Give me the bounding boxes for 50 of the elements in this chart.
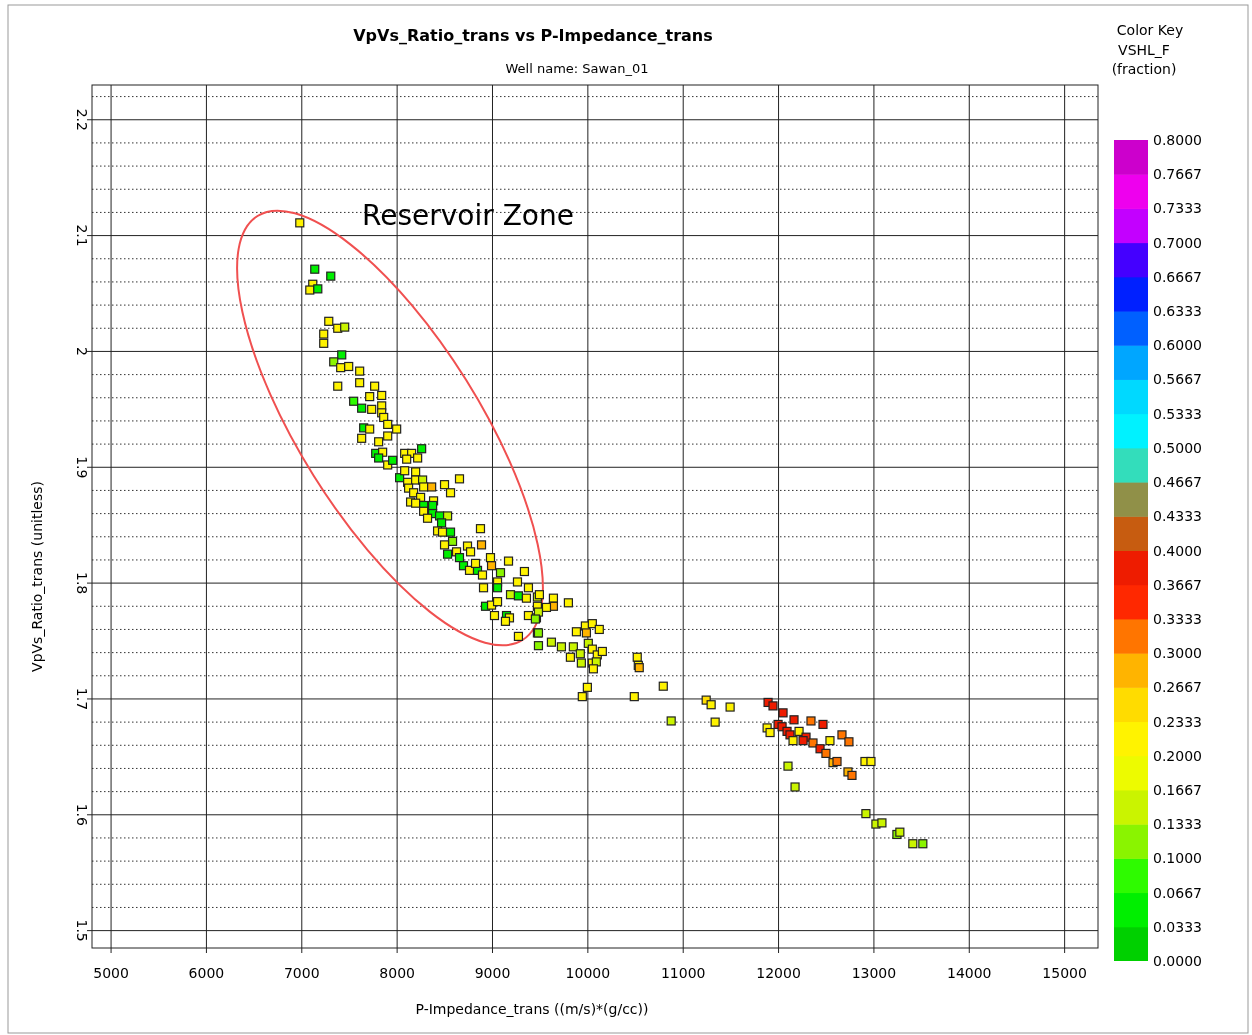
color-bar-label: 0.0333 xyxy=(1153,918,1202,935)
color-bar-label: 0.6333 xyxy=(1153,303,1202,320)
chart-subtitle: Well name: Sawan_01 xyxy=(505,61,649,76)
y-tick-label: 2.1 xyxy=(74,224,90,247)
color-bar-label: 0.7333 xyxy=(1153,200,1202,217)
y-axis-title: VpVs_Ratio_trans (unitless) xyxy=(29,481,45,672)
color-bar-label: 0.8000 xyxy=(1153,132,1202,148)
color-bar-label: 0.3333 xyxy=(1153,610,1202,627)
x-tick-label: 12000 xyxy=(756,965,801,981)
y-tick-label: 1.5 xyxy=(74,919,90,942)
color-bar-label: 0.4000 xyxy=(1153,542,1202,559)
x-tick-label: 11000 xyxy=(660,965,706,981)
y-tick-label: 1.8 xyxy=(74,571,90,595)
color-bar-label: 0.1000 xyxy=(1153,850,1202,867)
color-bar-label: 0.2000 xyxy=(1153,747,1202,764)
color-bar-label: 0.5333 xyxy=(1153,405,1202,422)
x-tick-label: 14000 xyxy=(947,965,992,981)
y-tick-label: 1.9 xyxy=(74,456,90,479)
x-tick-label: 15000 xyxy=(1042,965,1087,981)
color-bar-label: 0.4333 xyxy=(1153,508,1202,525)
color-bar-label: 0.1667 xyxy=(1153,781,1202,798)
x-tick-label: 6000 xyxy=(188,965,225,981)
color-bar-label: 0.3667 xyxy=(1153,576,1202,593)
color-bar-label: 0.1333 xyxy=(1153,816,1202,833)
color-bar-label: 0.5667 xyxy=(1153,371,1202,388)
color-bar-label: 0.2333 xyxy=(1153,713,1202,730)
color-bar-label: 0.6000 xyxy=(1153,337,1202,354)
color-bar-label: 0.2667 xyxy=(1153,679,1202,696)
x-tick-label: 10000 xyxy=(565,965,611,981)
x-tick-label: 8000 xyxy=(379,965,415,981)
color-bar-label: 0.5000 xyxy=(1153,439,1202,456)
y-tick-label: 2.2 xyxy=(74,108,90,131)
color-bar-label: 0.0667 xyxy=(1153,884,1202,901)
x-tick-label: 7000 xyxy=(283,965,320,981)
x-tick-label: 9000 xyxy=(474,965,511,981)
color-bar-label: 0.4667 xyxy=(1153,474,1202,491)
color-bar-label: 0.3000 xyxy=(1153,645,1202,662)
color-bar-label: 0.0000 xyxy=(1153,953,1202,969)
color-bar-title: VSHL_F (fraction) xyxy=(1111,42,1177,77)
color-bar-label: 0.7667 xyxy=(1153,166,1202,183)
chart-title: VpVs_Ratio_trans vs P-Impedance_trans xyxy=(353,26,713,45)
y-tick-label: 1.7 xyxy=(74,687,90,711)
x-tick-label: 5000 xyxy=(93,965,129,981)
y-tick-label: 2 xyxy=(74,346,90,356)
x-axis-title: P-Impedance_trans ((m/s)*(g/cc)) xyxy=(415,1001,649,1017)
legend-title: Color Key xyxy=(1116,22,1184,38)
color-bar-label: 0.7000 xyxy=(1153,234,1202,251)
y-tick-label: 1.6 xyxy=(74,803,90,827)
color-bar-label: 0.6667 xyxy=(1153,268,1202,285)
x-tick-label: 13000 xyxy=(851,965,897,981)
